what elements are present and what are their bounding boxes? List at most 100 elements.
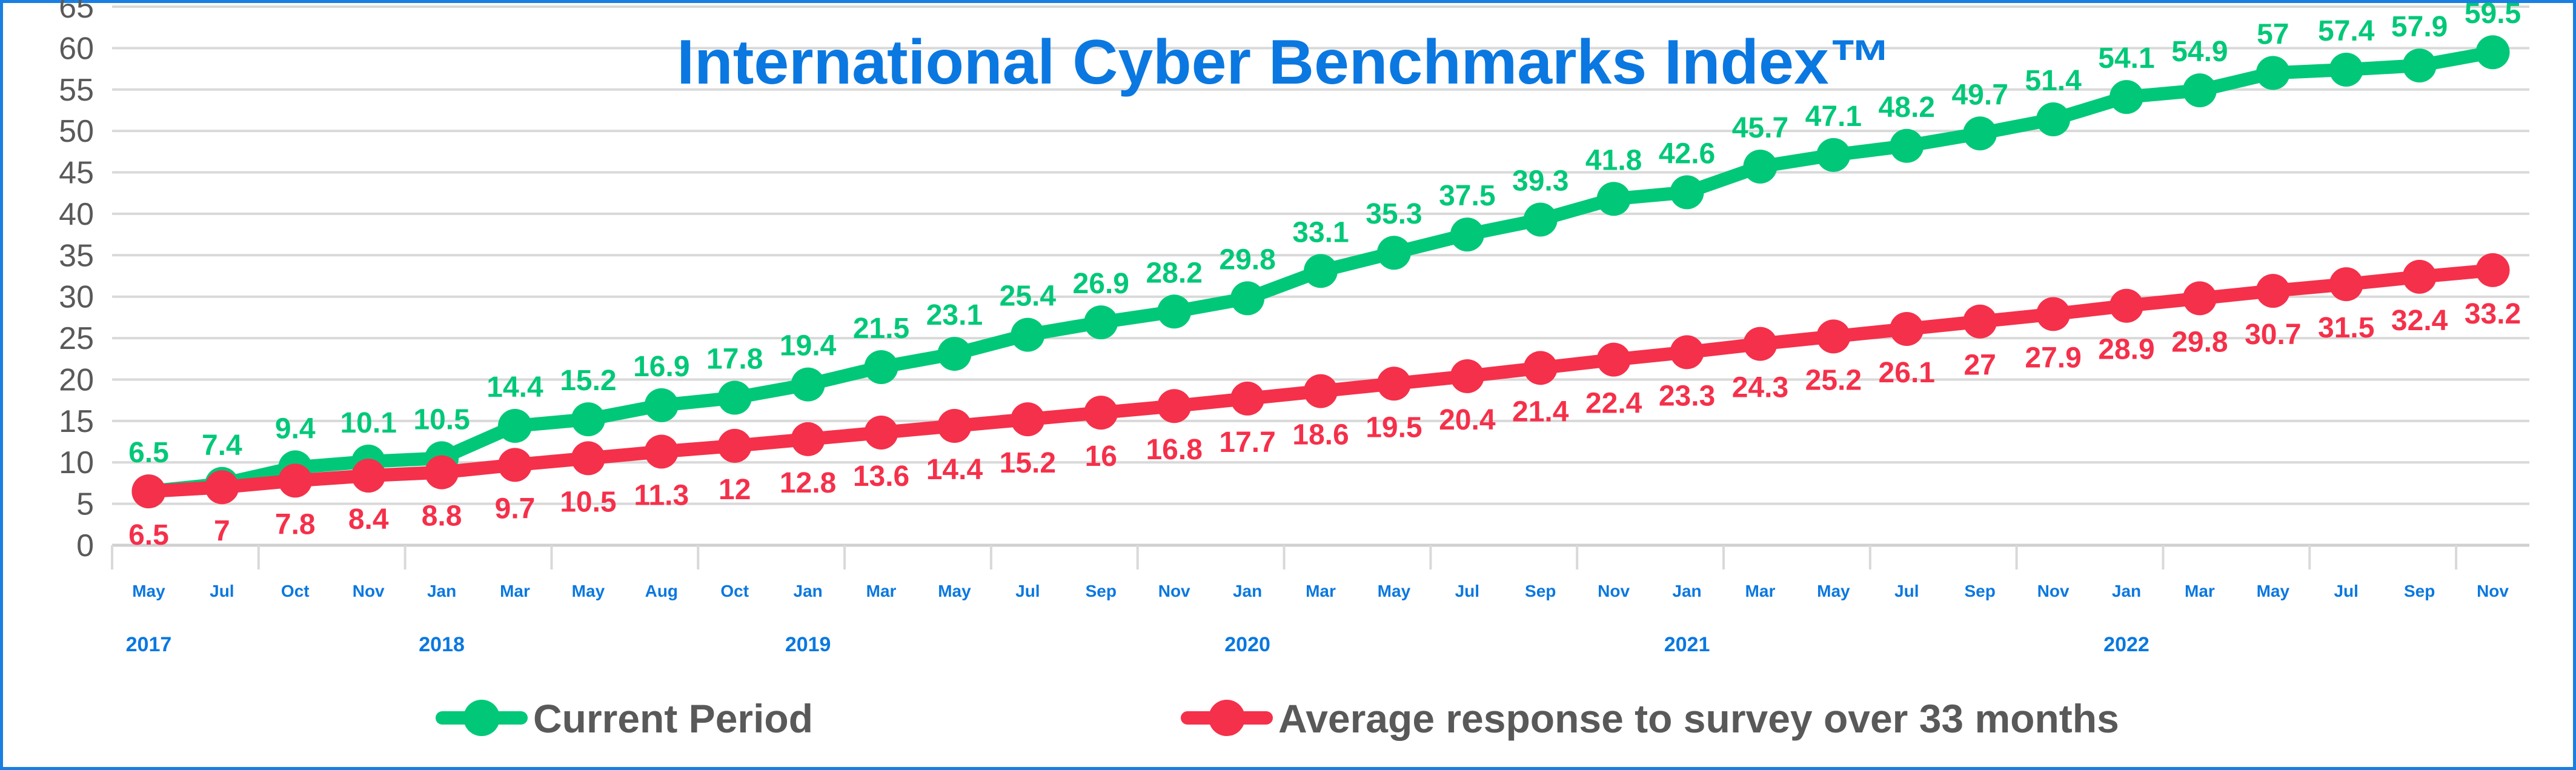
data-label: 6.5 xyxy=(128,437,169,469)
data-label: 7 xyxy=(214,515,230,547)
data-point xyxy=(571,402,605,437)
data-point xyxy=(2475,253,2510,287)
y-tick-label: 60 xyxy=(59,31,94,66)
x-month-label: Sep xyxy=(1086,582,1117,600)
data-point xyxy=(864,350,898,384)
data-point xyxy=(498,409,532,443)
data-point xyxy=(644,434,679,469)
data-label: 11.3 xyxy=(634,479,689,511)
data-point xyxy=(2256,56,2290,90)
data-point xyxy=(2402,48,2437,83)
data-point xyxy=(1011,317,1045,352)
data-point xyxy=(1523,202,1558,237)
data-label: 17.8 xyxy=(706,344,763,376)
data-point xyxy=(1011,402,1045,437)
data-point xyxy=(1890,128,1924,163)
data-point xyxy=(2329,267,2363,302)
data-point xyxy=(498,448,532,482)
data-label: 14.4 xyxy=(486,371,543,403)
data-point xyxy=(1816,319,1851,354)
data-label: 10.5 xyxy=(560,486,616,518)
data-point xyxy=(791,422,825,456)
x-month-label: May xyxy=(938,582,971,600)
data-point xyxy=(1450,359,1484,393)
data-label: 28.2 xyxy=(1146,257,1202,289)
data-label: 22.4 xyxy=(1585,388,1642,420)
x-month-label: Mar xyxy=(1745,582,1776,600)
x-month-label: Nov xyxy=(2037,582,2070,600)
data-point xyxy=(1963,304,1997,339)
data-label: 18.6 xyxy=(1292,419,1349,451)
data-label: 23.3 xyxy=(1659,380,1715,412)
data-point xyxy=(1230,381,1265,416)
data-label: 16.8 xyxy=(1146,434,1202,466)
data-label: 16.9 xyxy=(633,351,689,383)
data-label: 47.1 xyxy=(1805,101,1862,133)
x-month-label: Mar xyxy=(866,582,897,600)
y-tick-label: 30 xyxy=(59,280,94,315)
data-label: 32.4 xyxy=(2391,305,2448,337)
data-label: 10.1 xyxy=(340,407,396,439)
data-label: 33.2 xyxy=(2465,298,2521,330)
data-point xyxy=(1963,116,1997,151)
data-point xyxy=(1670,335,1704,370)
x-month-label: Mar xyxy=(1306,582,1336,600)
data-label: 12.8 xyxy=(780,467,836,499)
data-label: 54.1 xyxy=(2098,42,2154,75)
data-label: 27.9 xyxy=(2025,342,2081,374)
data-point xyxy=(425,455,459,490)
legend-marker xyxy=(463,700,500,736)
data-label: 16 xyxy=(1085,440,1117,473)
data-point xyxy=(791,367,825,402)
y-tick-label: 5 xyxy=(76,487,94,522)
data-point xyxy=(2036,102,2071,137)
x-year-label: 2019 xyxy=(785,633,831,656)
y-tick-label: 45 xyxy=(59,156,94,191)
data-label: 15.2 xyxy=(560,365,616,397)
data-label: 27 xyxy=(1964,350,1996,382)
y-tick-label: 40 xyxy=(59,197,94,232)
data-point xyxy=(2256,274,2290,308)
data-label: 57.9 xyxy=(2391,11,2448,43)
x-month-label: Sep xyxy=(2404,582,2435,600)
y-tick-label: 10 xyxy=(59,445,94,480)
x-year-label: 2022 xyxy=(2103,633,2149,656)
data-label: 15.2 xyxy=(1000,447,1056,479)
data-label: 13.6 xyxy=(853,460,909,493)
data-point xyxy=(1523,351,1558,385)
legend-marker xyxy=(1209,700,1245,736)
data-label: 21.5 xyxy=(853,313,909,345)
x-month-label: Sep xyxy=(1525,582,1556,600)
data-label: 48.2 xyxy=(1879,91,1935,124)
data-label: 29.8 xyxy=(2171,326,2228,358)
data-point xyxy=(1743,149,1778,184)
data-label: 6.5 xyxy=(128,519,169,551)
data-point xyxy=(1304,254,1338,288)
data-point xyxy=(2110,288,2143,323)
x-month-label: Jan xyxy=(1672,582,1701,600)
x-month-label: May xyxy=(2257,582,2290,600)
data-label: 25.2 xyxy=(1805,364,1862,396)
data-point xyxy=(717,428,752,463)
x-month-label: Jan xyxy=(427,582,456,600)
data-label: 8.8 xyxy=(422,500,462,533)
data-point xyxy=(2182,281,2217,316)
data-point xyxy=(1230,281,1265,316)
data-label: 26.1 xyxy=(1879,357,1935,389)
data-point xyxy=(2110,80,2143,115)
data-point xyxy=(1157,294,1192,329)
data-label: 26.9 xyxy=(1073,268,1129,300)
data-point xyxy=(205,470,239,505)
data-point xyxy=(1157,389,1192,423)
x-month-label: Mar xyxy=(2185,582,2215,600)
x-year-label: 2020 xyxy=(1224,633,1270,656)
legend-label: Average response to survey over 33 month… xyxy=(1278,696,2119,741)
x-month-label: May xyxy=(1817,582,1850,600)
data-point xyxy=(717,380,752,415)
data-label: 17.7 xyxy=(1219,426,1275,459)
data-label: 31.5 xyxy=(2318,312,2374,344)
data-point xyxy=(644,388,679,422)
data-label: 25.4 xyxy=(1000,280,1057,313)
y-axis-ticks: 0 5 10 15 20 25 30 35 40 45 50 55 60 65 xyxy=(59,0,94,563)
x-month-label: May xyxy=(132,582,165,600)
